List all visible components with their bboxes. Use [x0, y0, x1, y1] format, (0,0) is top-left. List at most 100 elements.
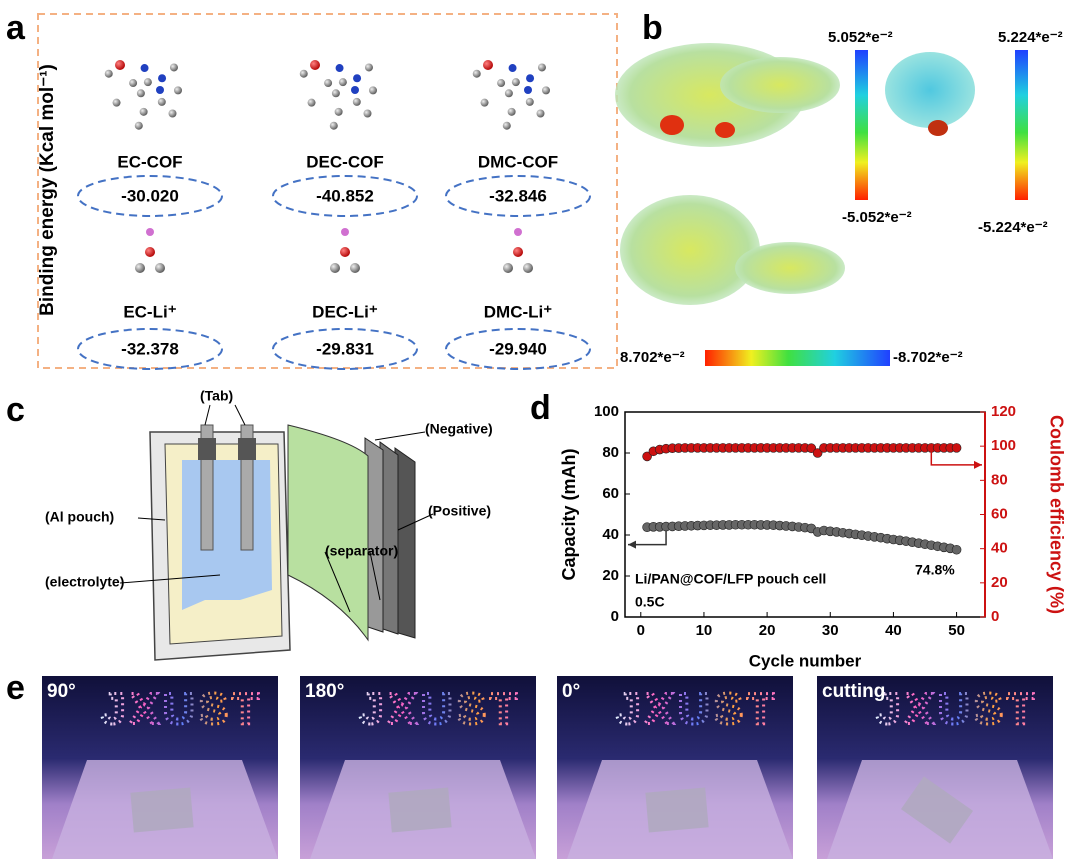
pouch-cell [130, 787, 194, 833]
y2-tick-label: 100 [991, 437, 1016, 454]
oval [445, 175, 591, 217]
atom [353, 74, 362, 83]
y2-tick-label: 80 [991, 471, 1008, 488]
callout: (Al pouch) [45, 509, 114, 525]
cof-energy: -30.020 [121, 186, 179, 205]
y-tick-label: 60 [602, 485, 619, 502]
atom [537, 63, 546, 72]
esp-surface [928, 120, 948, 136]
atom [335, 64, 344, 73]
y-tick-label: 40 [602, 526, 619, 543]
cof-energy: -32.846 [489, 186, 547, 205]
atom [158, 74, 167, 83]
y2-tick-label: 20 [991, 574, 1008, 591]
callout: (electrolyte) [45, 574, 124, 590]
li-name: EC-Li⁺ [123, 302, 176, 321]
colorbar [705, 350, 890, 366]
atom [299, 69, 308, 78]
atom [324, 79, 333, 88]
photo-caption: 180° [305, 681, 344, 702]
li-atom [146, 228, 154, 236]
esp-surface [660, 115, 684, 135]
x-axis-label: Cycle number [749, 651, 862, 670]
li-energy: -32.378 [121, 339, 179, 358]
x-tick-label: 0 [637, 622, 645, 639]
atom [155, 263, 165, 273]
atom [352, 97, 361, 106]
x-tick-label: 30 [822, 622, 839, 639]
atom [310, 60, 320, 70]
point [812, 448, 823, 458]
atom [168, 109, 177, 118]
atom [480, 98, 489, 107]
atom [368, 86, 377, 95]
atom [329, 121, 338, 130]
photo: JXUST 180° [300, 676, 536, 859]
x-tick-label: 40 [885, 622, 902, 639]
x-tick-label: 20 [759, 622, 776, 639]
oval [77, 328, 223, 370]
oval [77, 175, 223, 217]
annotation: 74.8% [915, 562, 955, 578]
atom [134, 121, 143, 130]
atom [483, 60, 493, 70]
atom [104, 69, 113, 78]
atom [472, 69, 481, 78]
y2-tick-label: 120 [991, 403, 1016, 420]
atom [513, 247, 523, 257]
tab-seal [238, 438, 256, 460]
pointer-arrow [628, 530, 667, 546]
leader [119, 431, 434, 613]
callout: (Positive) [428, 503, 491, 519]
li-energy: -29.940 [489, 339, 547, 358]
atom [331, 89, 340, 98]
arrowhead [628, 540, 636, 549]
panel-label: d [530, 389, 551, 427]
series [642, 443, 962, 462]
panel-label: c [6, 391, 25, 429]
scale-label: 5.052*e⁻² [828, 29, 893, 46]
li-name: DEC-Li⁺ [312, 302, 378, 321]
atom [307, 98, 316, 107]
esp-surface [720, 57, 840, 113]
atom [143, 78, 152, 87]
tab-seal [198, 438, 216, 460]
molecule [104, 60, 182, 130]
pouch-cell [645, 787, 709, 833]
sign-text: JXUST [616, 685, 778, 734]
atom [135, 263, 145, 273]
atom [504, 89, 513, 98]
esp-surface [885, 52, 975, 128]
atom [497, 79, 506, 88]
atom [507, 107, 516, 116]
atom [524, 86, 532, 94]
callout: (Tab) [200, 388, 233, 404]
atom [508, 64, 517, 73]
annotation: 0.5C [635, 594, 665, 610]
atom [351, 86, 359, 94]
esp-surface [735, 242, 845, 294]
point [951, 544, 962, 555]
oval [445, 328, 591, 370]
atom [145, 247, 155, 257]
colorbar [1015, 50, 1028, 200]
atom [525, 97, 534, 106]
photo-caption: 0° [562, 681, 580, 702]
x-tick-label: 10 [696, 622, 713, 639]
panel-c: (Tab) (Negative) (Al pouch) (Positive) (… [45, 388, 493, 661]
annotation: Li/PAN@COF/LFP pouch cell [635, 571, 826, 587]
y2-axis-label: Coulomb efficiency (%) [1046, 415, 1066, 614]
atom [139, 107, 148, 116]
panel-b: 5.052*e⁻² -5.052*e⁻² 5.224*e⁻² -5.224*e⁻… [615, 29, 1063, 366]
atom [330, 263, 340, 273]
atom [541, 86, 550, 95]
panel-d: 0 10 20 30 40 50 0 20 40 60 80 100 0 20 40 60 80 100 120 Cy… [559, 403, 1067, 671]
oval [272, 175, 418, 217]
cof-name: DMC-COF [478, 152, 558, 171]
y-tick-label: 80 [602, 444, 619, 461]
scale-label: -5.052*e⁻² [842, 209, 912, 226]
pouch-cell [900, 776, 974, 844]
atom [340, 247, 350, 257]
